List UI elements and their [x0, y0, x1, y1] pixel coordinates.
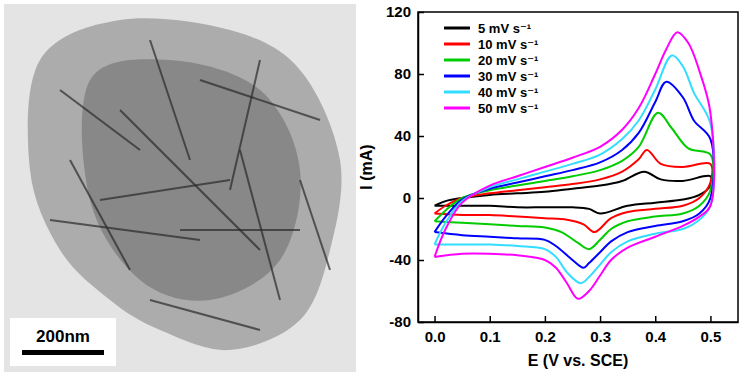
tick: 0.3	[590, 316, 611, 345]
tick: 0.5	[700, 316, 721, 345]
scale-bar-label: 200nm	[36, 327, 90, 346]
tick-label: 0.5	[700, 328, 721, 345]
legend-label: 5 mV s⁻¹	[478, 21, 531, 36]
tick-label: -80	[389, 313, 411, 330]
y-axis: -80 -40 0 40 80 120	[386, 3, 424, 330]
tick-mark	[418, 322, 424, 324]
legend-label: 40 mV s⁻¹	[478, 85, 538, 100]
legend-entry: 30 mV s⁻¹	[444, 69, 538, 84]
plot-area	[435, 32, 715, 299]
legend-swatch	[444, 43, 470, 46]
flake-edge	[200, 80, 320, 120]
tick-mark	[418, 136, 424, 138]
tick-mark	[710, 316, 712, 322]
tick-mark	[489, 316, 491, 322]
x-axis: 0.0 0.1 0.2 0.3 0.4 0.5	[419, 316, 739, 345]
y-axis-title: I (mA)	[358, 144, 375, 189]
legend-label: 30 mV s⁻¹	[478, 69, 538, 84]
tick-mark	[655, 316, 657, 322]
legend-entry: 50 mV s⁻¹	[444, 101, 538, 116]
plot-frame	[418, 12, 738, 322]
tick-mark	[418, 260, 424, 262]
scale-bar	[22, 350, 104, 355]
flake-edge	[100, 180, 230, 200]
tick: 0.0	[425, 316, 446, 345]
tick-mark	[418, 12, 424, 14]
tick: 0	[403, 189, 424, 206]
legend-entry: 10 mV s⁻¹	[444, 37, 538, 52]
tick-label: 80	[394, 65, 411, 82]
tick-label: 0.1	[480, 328, 501, 345]
x-axis-title: E (V vs. SCE)	[528, 352, 628, 369]
axis-line	[418, 13, 420, 323]
scale-bar-box	[10, 318, 116, 366]
cv-curve	[435, 113, 714, 249]
flake-aggregate	[28, 18, 342, 350]
tick-mark	[545, 316, 547, 322]
legend-swatch	[444, 107, 470, 110]
tick: -80	[389, 313, 424, 330]
legend-entry: 40 mV s⁻¹	[444, 85, 538, 100]
tick-mark	[434, 316, 436, 322]
flake-edge	[60, 90, 140, 150]
tick: 120	[386, 3, 424, 20]
flake-edge	[50, 220, 200, 240]
tick-mark	[418, 198, 424, 200]
legend-label: 50 mV s⁻¹	[478, 101, 538, 116]
micrograph-ground	[4, 4, 356, 372]
legend: 5 mV s⁻¹10 mV s⁻¹20 mV s⁻¹30 mV s⁻¹40 mV…	[444, 21, 538, 116]
axis-line	[419, 322, 739, 324]
cv-curve	[435, 82, 714, 268]
flake-edge	[230, 60, 260, 190]
legend-swatch	[444, 75, 470, 78]
tick-label: 40	[394, 127, 411, 144]
legend-swatch	[444, 27, 470, 30]
legend-entry: 20 mV s⁻¹	[444, 53, 538, 68]
tick: 80	[394, 65, 424, 82]
flake-edge	[150, 40, 190, 160]
cv-curve	[435, 150, 713, 232]
tick-mark	[600, 316, 602, 322]
legend-entry: 5 mV s⁻¹	[444, 21, 531, 36]
flake-edge	[120, 110, 260, 250]
micrograph: 200nm	[4, 4, 356, 372]
legend-swatch	[444, 91, 470, 94]
tick-label: 0.0	[425, 328, 446, 345]
flake-edge	[240, 150, 280, 300]
tick: 40	[394, 127, 424, 144]
tick-label: 0.2	[535, 328, 556, 345]
tick: 0.1	[480, 316, 501, 345]
tick: 0.4	[645, 316, 667, 345]
flake-core	[82, 59, 301, 301]
figure: 200nm 0.0 0.1 0.2 0.3 0.4 0.5 -80 -40 0 40 80 120 E (…	[0, 0, 750, 376]
tick-label: 120	[386, 3, 411, 20]
legend-label: 10 mV s⁻¹	[478, 37, 538, 52]
tick-label: -40	[389, 251, 411, 268]
cv-curve	[435, 32, 715, 299]
tick-label: 0	[403, 189, 411, 206]
tick-mark	[418, 74, 424, 76]
flake-edge	[70, 160, 130, 270]
tick: -40	[389, 251, 424, 268]
cv-curve	[435, 55, 715, 283]
tick: 0.2	[535, 316, 556, 345]
legend-swatch	[444, 59, 470, 62]
flake-edge	[150, 300, 260, 330]
tick-label: 0.3	[590, 328, 611, 345]
tick-label: 0.4	[645, 328, 667, 345]
legend-label: 20 mV s⁻¹	[478, 53, 538, 68]
flake-edge	[300, 180, 330, 270]
chart: 0.0 0.1 0.2 0.3 0.4 0.5 -80 -40 0 40 80 120 E (V vs.…	[358, 3, 739, 369]
